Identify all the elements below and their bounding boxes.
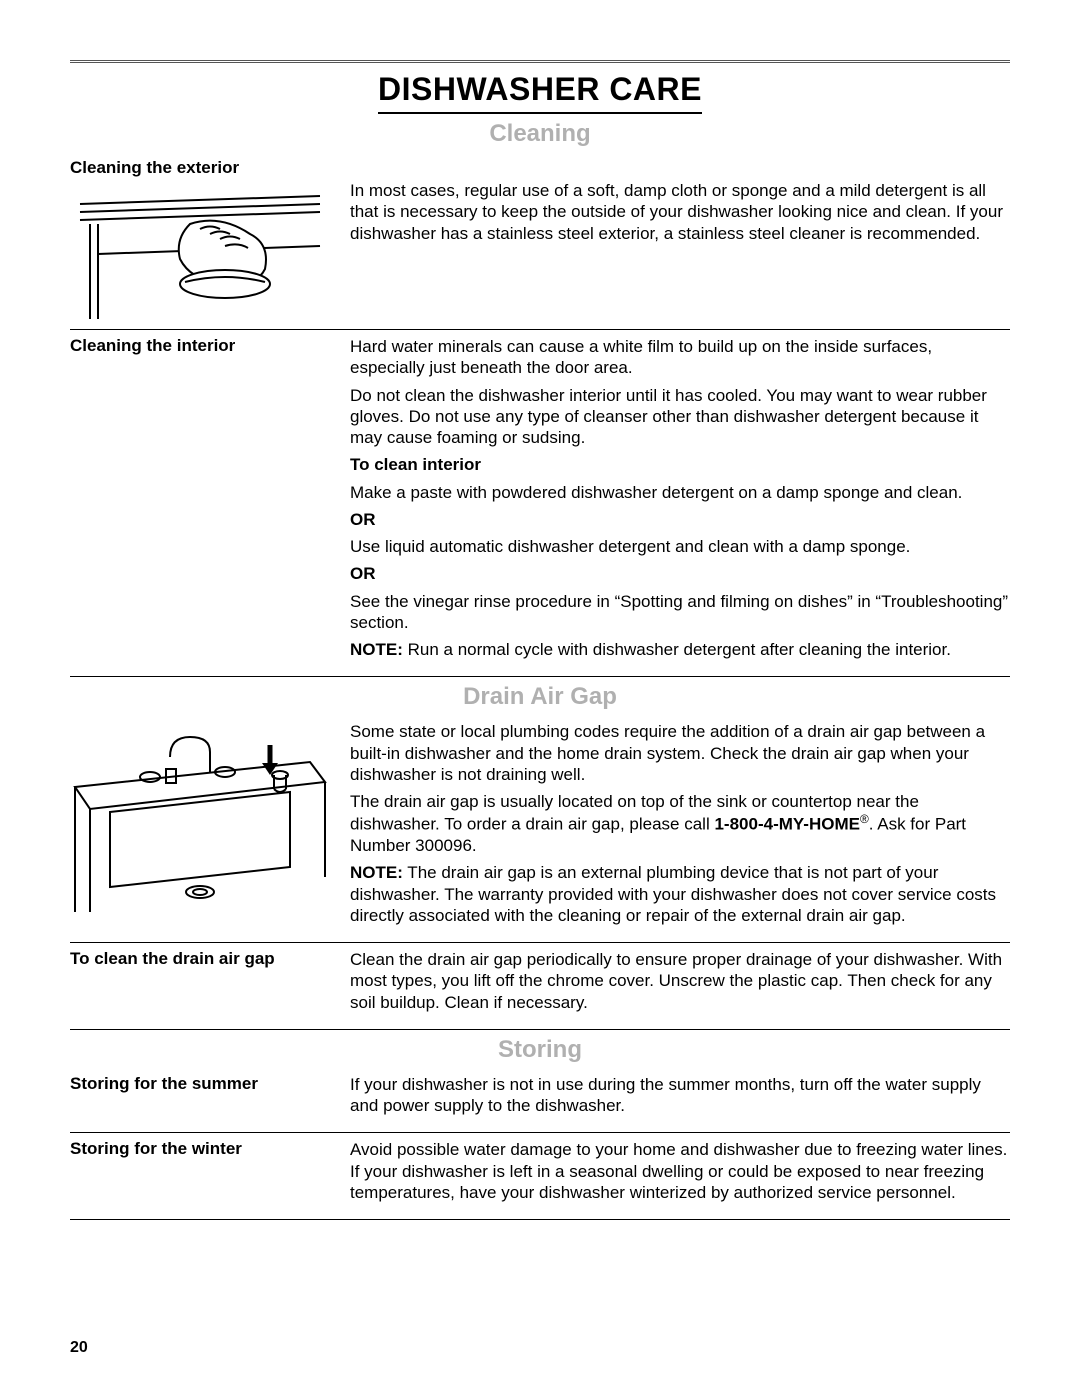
text-exterior-body: In most cases, regular use of a soft, da… [350,180,1010,244]
text-drain-clean-body: Clean the drain air gap periodically to … [350,949,1010,1013]
heading-clean-airgap: To clean the drain air gap [70,949,340,969]
section-title-cleaning: Cleaning [70,120,1010,148]
text-interior-note-body: Run a normal cycle with dishwasher deter… [403,640,951,659]
text-drain-note-body: The drain air gap is an external plumbin… [350,863,996,925]
text-interior-step3: See the vinegar rinse procedure in “Spot… [350,591,1010,634]
row-cleaning-interior: Cleaning the interior Hard water mineral… [70,329,1010,677]
text-drain-p2: The drain air gap is usually located on … [350,791,1010,856]
text-interior-p1: Hard water minerals can cause a white fi… [350,336,1010,379]
row-storing-summer: Storing for the summer If your dishwashe… [70,1068,1010,1134]
label-note-drain: NOTE: [350,863,403,882]
text-interior-note: NOTE: Run a normal cycle with dishwasher… [350,639,1010,660]
illustration-hand-wiping [70,184,330,324]
text-storing-summer: If your dishwasher is not in use during … [350,1074,1010,1117]
section-title-storing: Storing [70,1036,1010,1064]
text-drain-phone: 1-800-4-MY-HOME [714,815,859,834]
text-interior-p2: Do not clean the dishwasher interior unt… [350,385,1010,449]
text-interior-step1: Make a paste with powdered dishwasher de… [350,482,1010,503]
heading-cleaning-exterior: Cleaning the exterior [70,158,340,178]
text-drain-reg: ® [860,812,869,826]
text-or-1: OR [350,509,1010,530]
row-drain-intro: Some state or local plumbing codes requi… [70,715,1010,943]
section-title-drain: Drain Air Gap [70,683,1010,711]
subheading-to-clean-interior: To clean interior [350,454,1010,475]
text-drain-note: NOTE: The drain air gap is an external p… [350,862,1010,926]
page-number: 20 [70,1339,88,1357]
heading-cleaning-interior: Cleaning the interior [70,336,340,356]
row-cleaning-exterior: Cleaning the exterior In most cases, reg… [70,152,1010,329]
text-or-2: OR [350,563,1010,584]
heading-storing-winter: Storing for the winter [70,1139,340,1159]
top-rule [70,60,1010,63]
row-storing-winter: Storing for the winter Avoid possible wa… [70,1133,1010,1220]
label-note-interior: NOTE: [350,640,403,659]
text-drain-p1: Some state or local plumbing codes requi… [350,721,1010,785]
heading-storing-summer: Storing for the summer [70,1074,340,1094]
text-storing-winter: Avoid possible water damage to your home… [350,1139,1010,1203]
row-drain-clean: To clean the drain air gap Clean the dra… [70,943,1010,1030]
illustration-sink-airgap [70,727,330,917]
text-interior-step2: Use liquid automatic dishwasher detergen… [350,536,1010,557]
page-title: DISHWASHER CARE [378,71,702,114]
